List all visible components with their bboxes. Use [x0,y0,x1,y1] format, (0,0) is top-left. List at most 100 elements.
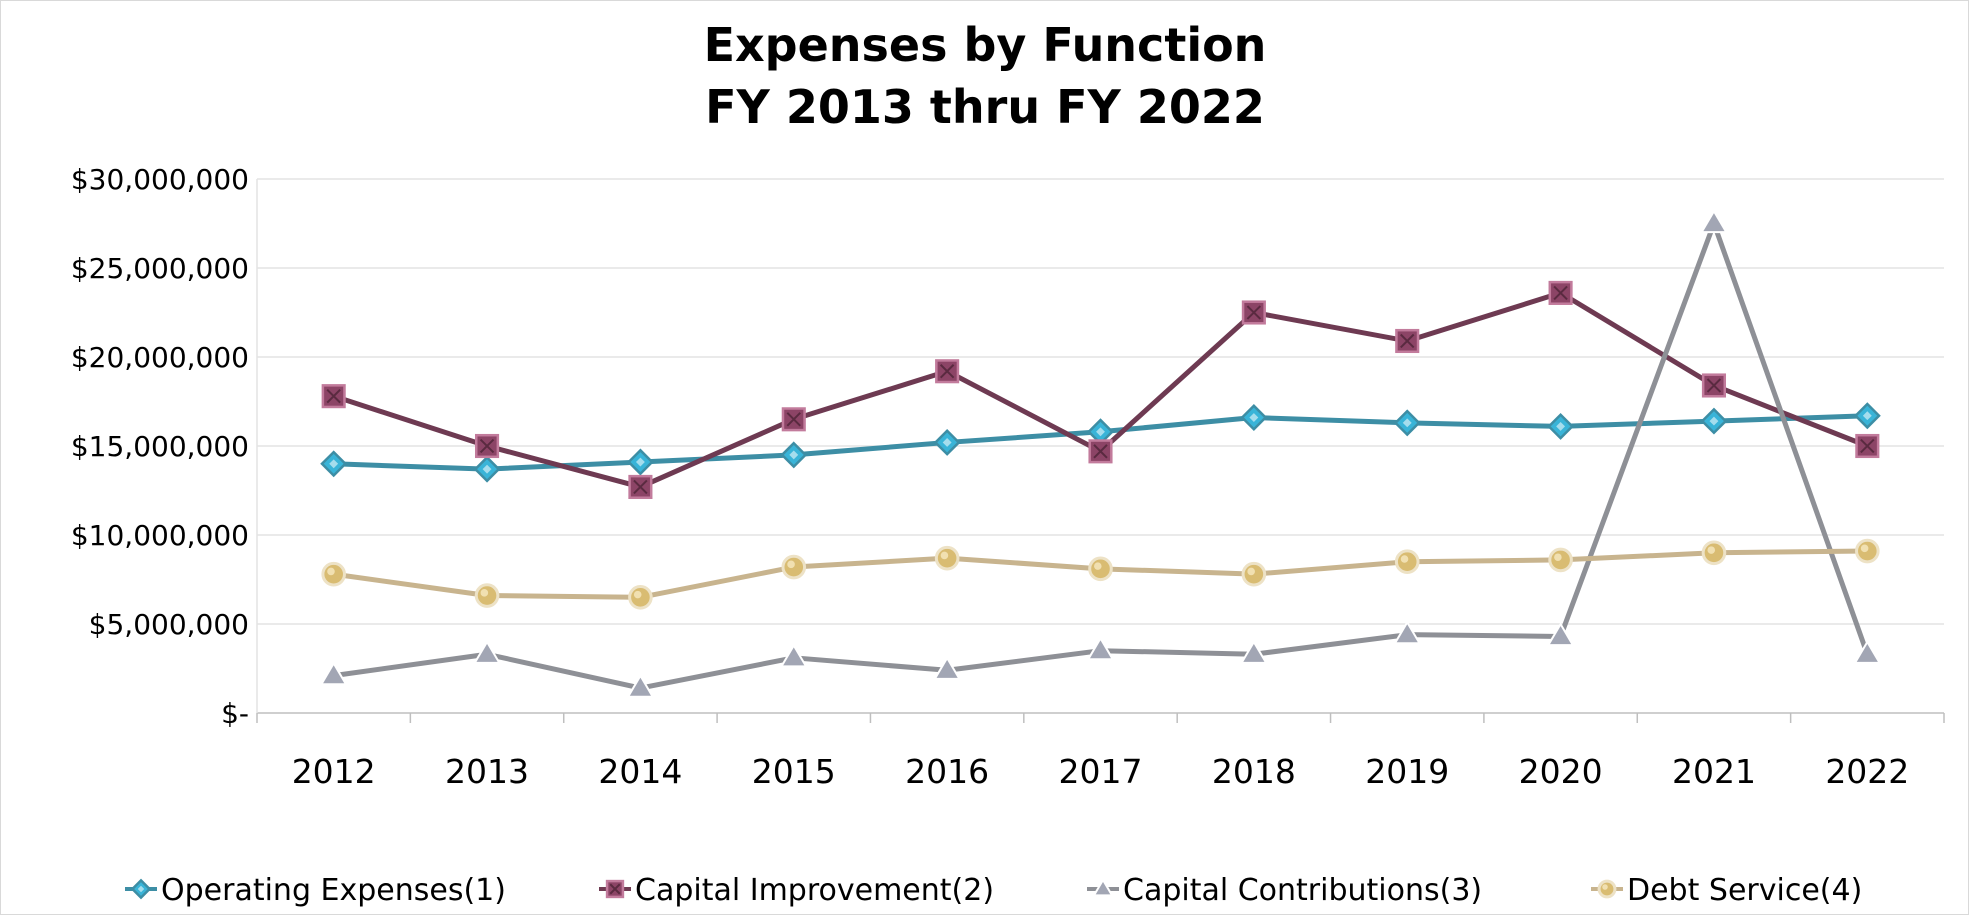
circle-marker-highlight [480,589,489,597]
y-tick-label: $5,000,000 [89,608,249,641]
circle-marker-highlight [1860,544,1869,553]
data-point [626,673,655,698]
data-point [319,661,348,686]
axes: $- $5,000,000 $10,000,000 $15,000,000 $20,00… [71,163,1945,791]
data-point [1701,373,1727,398]
circle-marker-highlight [940,551,949,560]
triangle-marker [779,643,808,668]
diamond-marker-highlight [1402,418,1412,428]
circle-marker [1701,540,1727,566]
data-point [1547,412,1575,440]
legend: Operating Expenses(1) Capital Improvement… [125,873,1862,908]
y-tick-label: $- [221,697,249,730]
legend-entry: Capital Contributions(3) [1087,873,1482,908]
data-point [1393,409,1421,437]
data-point [1088,439,1113,464]
data-point [474,583,500,608]
triangle-marker [626,673,655,698]
data-point [780,441,808,469]
circle-marker [628,585,653,610]
chart-title: Expenses by Function [704,18,1267,72]
square-marker-cross [1093,444,1108,459]
data-point [1853,639,1882,664]
circle-marker-highlight [1400,555,1409,563]
triangle-marker [1546,622,1575,647]
circle-marker [934,545,960,571]
circle-marker [474,583,500,608]
x-tick-label: 2020 [1519,752,1603,791]
data-point [779,643,808,668]
series-capital-improvement-2 [321,280,1880,499]
data-point [1239,639,1268,664]
data-point [628,474,653,499]
x-tick-label: 2019 [1365,752,1449,791]
data-point [473,455,501,483]
data-point [1855,433,1880,459]
legend-entry: Capital Improvement(2) [599,873,994,908]
series-group [319,209,1882,698]
circle-marker-highlight [1707,546,1716,554]
triangle-marker [1393,620,1422,645]
x-tick-label: 2022 [1825,752,1909,791]
triangle-marker [1699,209,1729,234]
data-point [1700,407,1728,435]
data-point [1546,622,1575,647]
legend-entry: Debt Service(4) [1591,873,1862,908]
y-tick-label: $20,000,000 [71,341,249,374]
square-marker-cross [633,479,648,495]
legend-entry: Operating Expenses(1) [125,873,506,908]
data-point [1241,300,1266,325]
series-debt-service-4 [321,538,1880,610]
data-point [1088,556,1113,582]
triangle-marker [319,661,348,686]
x-tick-label: 2017 [1059,752,1143,791]
diamond-marker-highlight [482,464,492,474]
x-tick-label: 2021 [1672,752,1756,791]
data-point [1240,404,1268,431]
x-tick-label: 2013 [445,752,529,791]
diamond-marker-highlight [635,457,645,467]
data-point [781,554,807,580]
circle-marker [1394,549,1420,575]
data-point [1393,620,1422,645]
data-point [1086,636,1115,661]
data-point [1853,402,1881,430]
data-point [321,561,346,587]
y-tick-label: $25,000,000 [71,252,249,285]
diamond-marker-highlight [1709,416,1719,426]
x-tick-label: 2015 [752,752,836,791]
square-marker-cross [479,438,495,454]
series-capital-contributions-3 [319,209,1882,698]
data-point [320,450,348,478]
circle-marker [321,561,346,587]
square-marker-cross [326,388,341,404]
triangle-marker [1092,878,1114,897]
data-point [1701,540,1727,566]
circle-marker [1088,556,1113,582]
x-tick-label: 2012 [292,752,376,791]
legend-label: Capital Improvement(2) [635,873,994,908]
y-tick-label: $10,000,000 [71,519,249,552]
triangle-marker [933,656,962,680]
data-point [1548,280,1573,305]
data-point [321,384,346,409]
x-tick-label: 2016 [905,752,989,791]
data-point [781,407,806,432]
square-marker-cross [1553,285,1568,301]
circle-marker [1548,547,1573,573]
triangle-marker [1239,639,1268,664]
square-marker-cross [786,412,801,427]
circle-marker-highlight [633,590,642,599]
data-point [472,639,502,664]
legend-label: Operating Expenses(1) [161,873,506,908]
circle-marker [1241,561,1267,587]
triangle-marker [472,639,502,664]
data-point [1699,209,1729,234]
legend-label: Debt Service(4) [1627,873,1862,908]
diamond-marker-highlight [1249,413,1259,422]
diamond-marker-highlight [137,885,145,893]
triangle-marker [1086,636,1115,661]
circle-marker-highlight [787,560,795,569]
square-marker-cross [939,364,955,379]
